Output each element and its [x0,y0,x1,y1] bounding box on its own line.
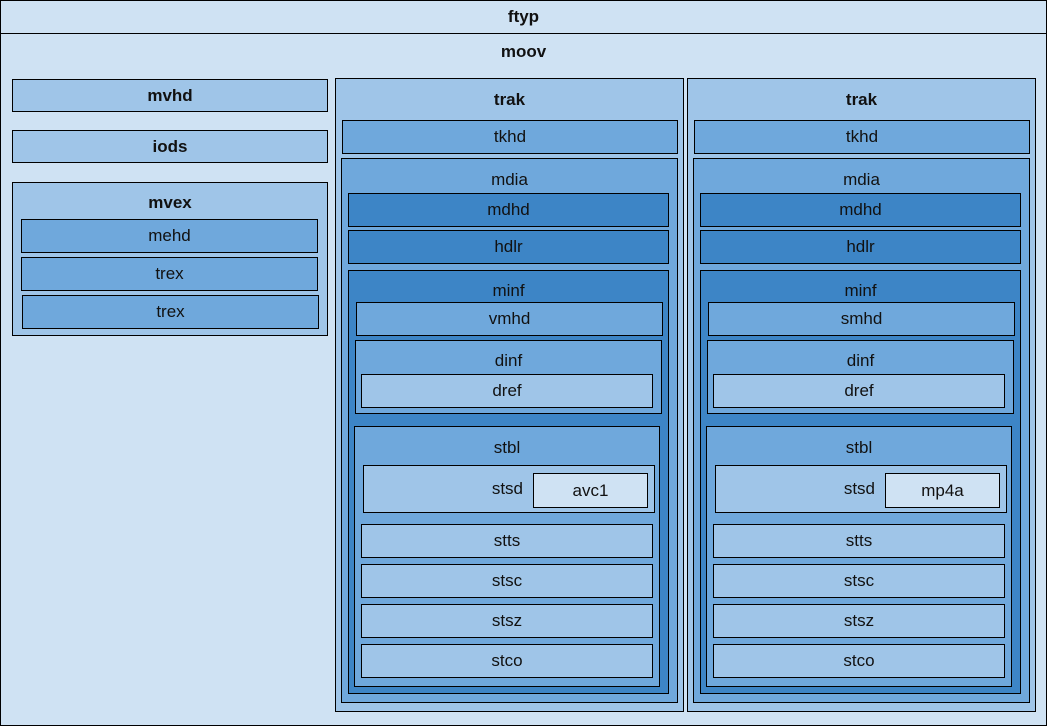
ftyp-label: ftyp [507,7,540,26]
mehd-label: mehd [148,226,191,245]
trex-box: trex [21,257,318,291]
stbl-label: stbl [845,438,873,457]
mdia-label: mdia [843,170,880,189]
media-header-label: smhd [840,309,883,328]
mdia-box: mdia mdhd hdlr minf smhd dinf dref stbl … [693,158,1030,703]
stbl-label: stbl [493,438,521,457]
iods-label: iods [152,136,188,156]
stco-label: stco [843,651,875,670]
trak-label: trak [493,90,526,109]
stsz-label: stsz [491,611,523,630]
stts-box: stts [361,524,653,558]
trak-box: trak tkhd mdia mdhd hdlr minf vmhd dinf … [335,78,684,712]
dref-label: dref [844,381,874,400]
minf-box: minf smhd dinf dref stbl stsd mp4a stts … [700,270,1021,694]
dref-box: dref [713,374,1005,408]
sample-entry-label: mp4a [921,480,964,500]
mdia-label: mdia [491,170,528,189]
stbl-box: stbl stsd avc1 stts stsc stsz stco [354,426,660,687]
hdlr-label: hdlr [494,237,523,256]
mvex-label: mvex [148,193,192,212]
trex-box: trex [22,295,319,329]
stco-label: stco [491,651,523,670]
minf-box: minf vmhd dinf dref stbl stsd avc1 stts … [348,270,669,694]
stbl-box: stbl stsd mp4a stts stsc stsz stco [706,426,1012,687]
minf-label: minf [492,281,525,300]
tkhd-label: tkhd [493,127,527,146]
hdlr-box: hdlr [348,230,669,264]
stsc-box: stsc [361,564,653,598]
sample-entry-label: avc1 [572,480,609,500]
stts-label: stts [845,531,873,550]
iods-box: iods [12,130,328,163]
tkhd-box: tkhd [342,120,678,154]
mvhd-label: mvhd [147,85,193,105]
mdhd-box: mdhd [348,193,669,227]
mdhd-box: mdhd [700,193,1021,227]
stsz-box: stsz [713,604,1005,638]
stco-box: stco [361,644,653,678]
stsc-label: stsc [843,571,875,590]
mdhd-label: mdhd [487,200,530,219]
dinf-box: dinf dref [707,340,1014,414]
tkhd-box: tkhd [694,120,1030,154]
stco-box: stco [713,644,1005,678]
dinf-label: dinf [846,351,875,370]
trak-label: trak [845,90,878,109]
stts-box: stts [713,524,1005,558]
minf-label: minf [844,281,877,300]
stsd-label: stsd [843,479,875,498]
media-header-label: vmhd [488,309,531,328]
stsc-label: stsc [491,571,523,590]
mehd-box: mehd [21,219,318,253]
mvhd-box: mvhd [12,79,328,112]
trak-box: trak tkhd mdia mdhd hdlr minf smhd dinf … [687,78,1036,712]
stsd-box: stsd avc1 [363,465,655,513]
sample-entry-box: avc1 [533,473,648,508]
stsz-box: stsz [361,604,653,638]
dinf-label: dinf [494,351,523,370]
trex-label: trex [155,264,184,283]
mdhd-label: mdhd [839,200,882,219]
mvex-box: mvex mehd trex trex [12,182,328,336]
tkhd-label: tkhd [845,127,879,146]
media-header-box: smhd [708,302,1015,336]
media-header-box: vmhd [356,302,663,336]
stts-label: stts [493,531,521,550]
dref-label: dref [492,381,522,400]
hdlr-box: hdlr [700,230,1021,264]
dinf-box: dinf dref [355,340,662,414]
hdlr-label: hdlr [846,237,875,256]
ftyp-box: ftyp [0,0,1047,34]
stsz-label: stsz [843,611,875,630]
dref-box: dref [361,374,653,408]
stsd-box: stsd mp4a [715,465,1007,513]
sample-entry-box: mp4a [885,473,1000,508]
stsc-box: stsc [713,564,1005,598]
stsd-label: stsd [491,479,523,498]
moov-label: moov [500,42,547,61]
trex-label: trex [156,302,185,321]
mdia-box: mdia mdhd hdlr minf vmhd dinf dref stbl … [341,158,678,703]
